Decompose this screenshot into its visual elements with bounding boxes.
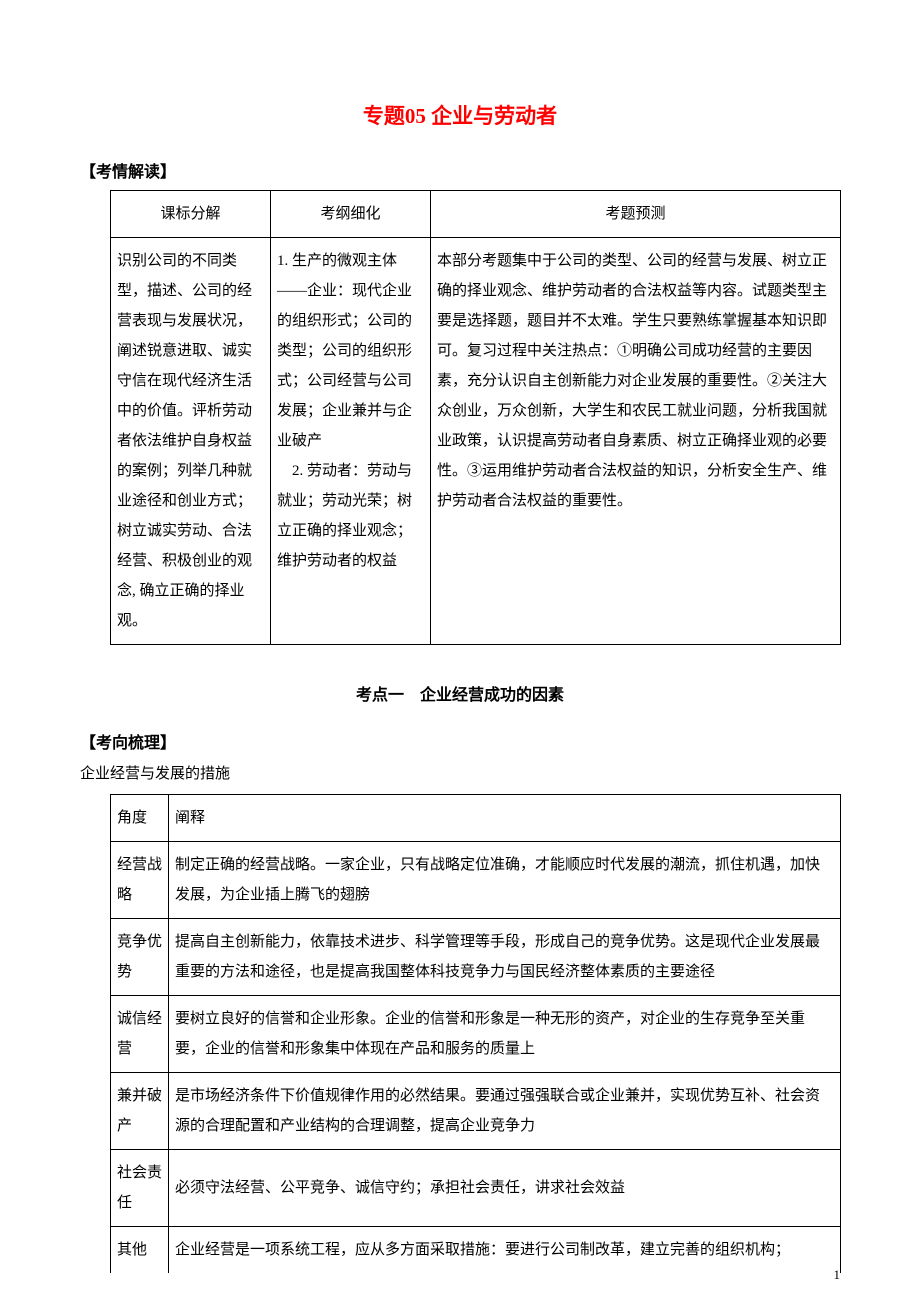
document-page: 专题05 企业与劳动者 【考情解读】 课标分解 考纲细化 考题预测 识别公司的不… xyxy=(0,0,920,1313)
table-cell: 社会责任 xyxy=(111,1150,169,1227)
table-cell: 经营战略 xyxy=(111,842,169,919)
table-cell: 本部分考题集中于公司的类型、公司的经营与发展、树立正确的择业观念、维护劳动者的合… xyxy=(431,238,841,645)
page-title: 专题05 企业与劳动者 xyxy=(80,100,840,130)
body-text: 企业经营与发展的措施 xyxy=(80,761,840,788)
table-cell: 要树立良好的信誉和企业形象。企业的信誉和形象是一种无形的资产，对企业的生存竞争至… xyxy=(169,996,841,1073)
page-number: 1 xyxy=(834,1267,841,1283)
table-row: 角度 阐释 xyxy=(111,795,841,842)
table-row: 其他 企业经营是一项系统工程，应从多方面采取措施：要进行公司制改革，建立完善的组… xyxy=(111,1227,841,1274)
table-row: 识别公司的不同类型，描述、公司的经营表现与发展状况，阐述锐意进取、诚实守信在现代… xyxy=(111,238,841,645)
table-row: 诚信经营 要树立良好的信誉和企业形象。企业的信誉和形象是一种无形的资产，对企业的… xyxy=(111,996,841,1073)
table-cell: 诚信经营 xyxy=(111,996,169,1073)
table-cell: 识别公司的不同类型，描述、公司的经营表现与发展状况，阐述锐意进取、诚实守信在现代… xyxy=(111,238,271,645)
table-cell: 是市场经济条件下价值规律作用的必然结果。要通过强强联合或企业兼并，实现优势互补、… xyxy=(169,1073,841,1150)
table-header-cell: 考题预测 xyxy=(431,191,841,238)
table-cell: 1. 生产的微观主体——企业：现代企业的组织形式；公司的类型；公司的组织形式；公… xyxy=(271,238,431,645)
table-row: 课标分解 考纲细化 考题预测 xyxy=(111,191,841,238)
table-row: 兼并破产 是市场经济条件下价值规律作用的必然结果。要通过强强联合或企业兼并，实现… xyxy=(111,1073,841,1150)
table-cell: 兼并破产 xyxy=(111,1073,169,1150)
table-header-cell: 角度 xyxy=(111,795,169,842)
exam-info-table: 课标分解 考纲细化 考题预测 识别公司的不同类型，描述、公司的经营表现与发展状况… xyxy=(110,190,841,645)
table-row: 经营战略 制定正确的经营战略。一家企业，只有战略定位准确，才能顺应时代发展的潮流… xyxy=(111,842,841,919)
measures-table: 角度 阐释 经营战略 制定正确的经营战略。一家企业，只有战略定位准确，才能顺应时… xyxy=(110,794,841,1273)
section-heading-direction: 【考向梳理】 xyxy=(80,729,840,753)
table-cell: 企业经营是一项系统工程，应从多方面采取措施：要进行公司制改革，建立完善的组织机构… xyxy=(169,1227,841,1274)
exam-point-heading: 考点一 企业经营成功的因素 xyxy=(80,681,840,705)
table-cell: 制定正确的经营战略。一家企业，只有战略定位准确，才能顺应时代发展的潮流，抓住机遇… xyxy=(169,842,841,919)
table-cell: 必须守法经营、公平竞争、诚信守约；承担社会责任，讲求社会效益 xyxy=(169,1150,841,1227)
table-header-cell: 考纲细化 xyxy=(271,191,431,238)
table-row: 竞争优势 提高自主创新能力，依靠技术进步、科学管理等手段，形成自己的竞争优势。这… xyxy=(111,919,841,996)
table-header-cell: 课标分解 xyxy=(111,191,271,238)
table-header-cell: 阐释 xyxy=(169,795,841,842)
table-cell: 竞争优势 xyxy=(111,919,169,996)
section-heading-exam-info: 【考情解读】 xyxy=(80,158,840,182)
table-row: 社会责任 必须守法经营、公平竞争、诚信守约；承担社会责任，讲求社会效益 xyxy=(111,1150,841,1227)
table-cell: 其他 xyxy=(111,1227,169,1274)
table-cell: 提高自主创新能力，依靠技术进步、科学管理等手段，形成自己的竞争优势。这是现代企业… xyxy=(169,919,841,996)
